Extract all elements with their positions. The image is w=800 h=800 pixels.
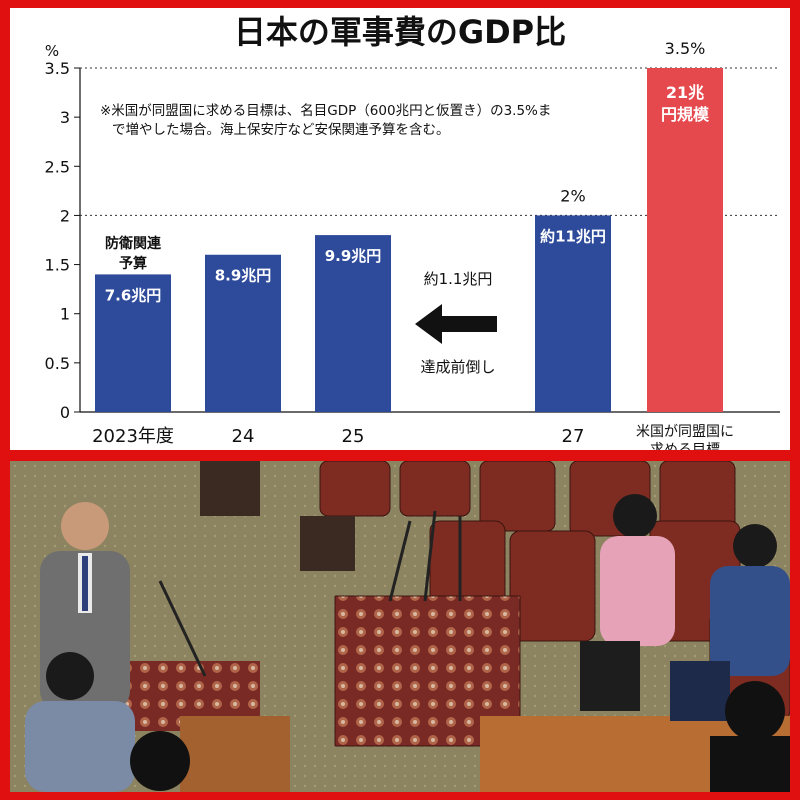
y-tick-label: 2.5 [45, 157, 70, 176]
bar-value-label-line1: 21兆 [666, 83, 704, 102]
arrow-label: 達成前倒し [420, 358, 495, 376]
bar-0 [95, 274, 171, 412]
bar-value-label: 8.9兆円 [215, 267, 272, 285]
bar-top-label: 3.5% [665, 39, 706, 58]
y-tick-label: 3.5 [45, 59, 70, 78]
x-category-label-line1: 米国が同盟国に [636, 424, 734, 440]
bar-5 [647, 68, 723, 412]
x-category-label: 25 [342, 426, 365, 447]
y-tick-label: 3 [60, 108, 70, 127]
footnote-line2: で増やした場合。海上保安庁など安保関連予算を含む。 [112, 122, 450, 138]
bar-4 [535, 215, 611, 412]
chart-panel: 日本の軍事費のGDP比% 0 0.5 1 1.5 2 2.5 3 3.5 7.6兆円 8.9兆円 9.… [10, 8, 790, 450]
budget-label-line2: 予算 [119, 255, 147, 272]
footnote-line1: ※米国が同盟国に求める目標は、名目GDP（600兆円と仮置き）の3.5%ま [100, 103, 551, 119]
parliament-photo [10, 461, 790, 792]
bar-chart: 日本の軍事費のGDP比% 0 0.5 1 1.5 2 2.5 3 3.5 7.6兆円 8.9兆円 9.… [45, 13, 780, 450]
parliament-session-photo-icon [10, 461, 790, 792]
x-category-label: 24 [232, 426, 255, 447]
y-tick-label: 2 [60, 206, 70, 225]
y-axis-unit-label: % [45, 42, 59, 60]
x-category-label: 2023年度 [92, 426, 174, 447]
bar-top-label: 2% [560, 186, 585, 205]
bar-value-label: 9.9兆円 [325, 247, 382, 265]
bar-2 [315, 235, 391, 412]
budget-label-line1: 防衛関連 [105, 235, 162, 252]
y-tick-label: 1.5 [45, 256, 70, 275]
x-category-label-line2: 求める目標 [650, 442, 720, 450]
y-tick-label: 0.5 [45, 354, 70, 373]
bar-value-label: 7.6兆円 [105, 286, 162, 304]
bar-1 [205, 254, 281, 412]
chart-title: 日本の軍事費のGDP比 [234, 13, 566, 51]
bar-value-label-line2: 円規模 [661, 105, 710, 124]
bar-value-label: 約11兆円 [540, 227, 606, 245]
y-tick-label: 1 [60, 305, 70, 324]
left-arrow-icon [415, 304, 497, 344]
increase-label: 約1.1兆円 [424, 270, 493, 288]
y-tick-label: 0 [60, 403, 70, 422]
x-category-label: 27 [562, 426, 585, 447]
